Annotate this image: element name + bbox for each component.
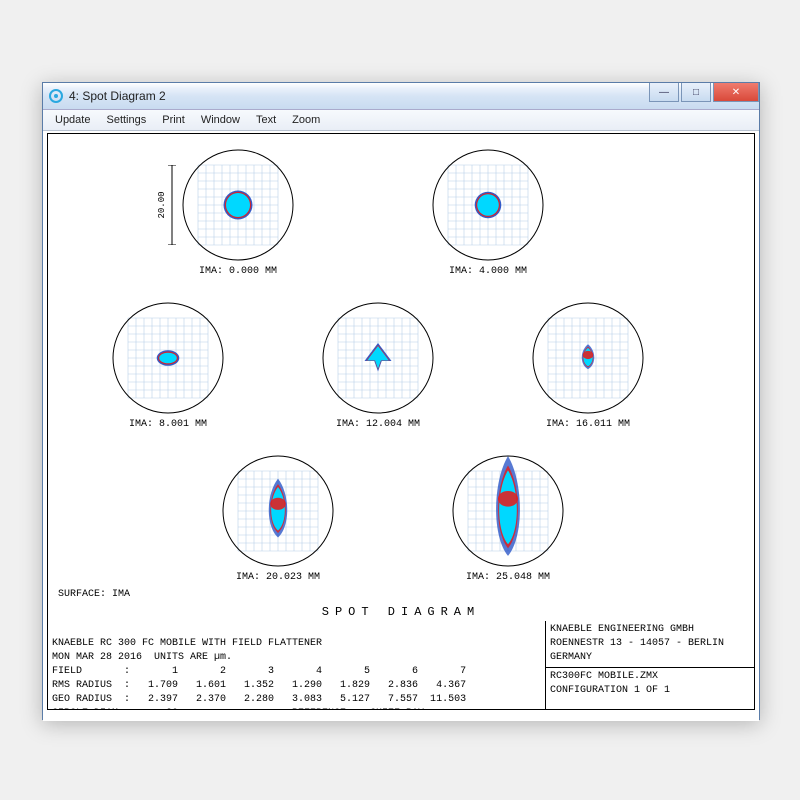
info-circle-row: CIRCLE DIAM : 20 REFERENCE : CHIEF RAY xyxy=(52,708,424,709)
config-line: CONFIGURATION 1 OF 1 xyxy=(550,684,750,698)
menu-settings[interactable]: Settings xyxy=(98,114,154,126)
spot-label: IMA: 0.000 MM xyxy=(178,266,298,277)
scale-bar: 20.00 xyxy=(156,165,178,248)
app-icon xyxy=(48,88,64,104)
spot-label: IMA: 4.000 MM xyxy=(428,266,548,277)
company-address: ROENNESTR 13 - 14057 - BERLIN GERMANY xyxy=(550,637,750,665)
spot-label: IMA: 12.004 MM xyxy=(318,419,438,430)
diagram-title: SPOT DIAGRAM xyxy=(47,603,755,622)
spot-label: IMA: 20.023 MM xyxy=(218,572,338,583)
spot-diagram: IMA: 16.011 MM xyxy=(528,299,648,430)
spot-label: IMA: 25.048 MM xyxy=(448,572,568,583)
info-rms-row: RMS RADIUS : 1.709 1.601 1.352 1.290 1.8… xyxy=(52,680,466,691)
spot-diagram: IMA: 0.000 MM xyxy=(178,146,298,277)
spot-label: IMA: 16.011 MM xyxy=(528,419,648,430)
menu-zoom[interactable]: Zoom xyxy=(284,114,328,126)
canvas-area: SURFACE: IMA IMA: 0.000 MM IMA: 4.000 MM I… xyxy=(43,131,759,721)
menu-text[interactable]: Text xyxy=(248,114,284,126)
menubar: Update Settings Print Window Text Zoom xyxy=(43,110,759,131)
app-window: 4: Spot Diagram 2 — □ ✕ Update Settings … xyxy=(42,82,760,720)
file-name: RC300FC MOBILE.ZMX xyxy=(550,670,750,684)
surface-label: SURFACE: IMA xyxy=(58,589,130,600)
spot-diagram-grid: SURFACE: IMA IMA: 0.000 MM IMA: 4.000 MM I… xyxy=(47,133,755,605)
svg-text:20.00: 20.00 xyxy=(157,191,167,218)
info-left: KNAEBLE RC 300 FC MOBILE WITH FIELD FLAT… xyxy=(48,621,546,709)
menu-window[interactable]: Window xyxy=(193,114,248,126)
menu-update[interactable]: Update xyxy=(47,114,98,126)
info-field-header: FIELD : 1 2 3 4 5 6 7 xyxy=(52,666,466,677)
spot-diagram: IMA: 8.001 MM xyxy=(108,299,228,430)
spot-diagram: IMA: 25.048 MM xyxy=(448,452,568,583)
spot-label: IMA: 8.001 MM xyxy=(108,419,228,430)
info-date-units: MON MAR 28 2016 UNITS ARE µm. xyxy=(52,652,232,663)
maximize-button[interactable]: □ xyxy=(681,83,711,102)
divider xyxy=(546,667,754,668)
spot-diagram: IMA: 20.023 MM xyxy=(218,452,338,583)
company-name: KNAEBLE ENGINEERING GMBH xyxy=(550,623,750,637)
info-right: KNAEBLE ENGINEERING GMBH ROENNESTR 13 - … xyxy=(546,621,754,709)
close-button[interactable]: ✕ xyxy=(713,83,759,102)
spot-diagram: IMA: 4.000 MM xyxy=(428,146,548,277)
info-block: KNAEBLE RC 300 FC MOBILE WITH FIELD FLAT… xyxy=(47,621,755,710)
minimize-button[interactable]: — xyxy=(649,83,679,102)
spot-diagram: IMA: 12.004 MM xyxy=(318,299,438,430)
window-title: 4: Spot Diagram 2 xyxy=(69,89,166,103)
info-design-name: KNAEBLE RC 300 FC MOBILE WITH FIELD FLAT… xyxy=(52,638,322,649)
window-controls: — □ ✕ xyxy=(647,83,759,103)
menu-print[interactable]: Print xyxy=(154,114,193,126)
titlebar[interactable]: 4: Spot Diagram 2 — □ ✕ xyxy=(43,83,759,110)
info-geo-row: GEO RADIUS : 2.397 2.370 2.280 3.083 5.1… xyxy=(52,694,466,705)
